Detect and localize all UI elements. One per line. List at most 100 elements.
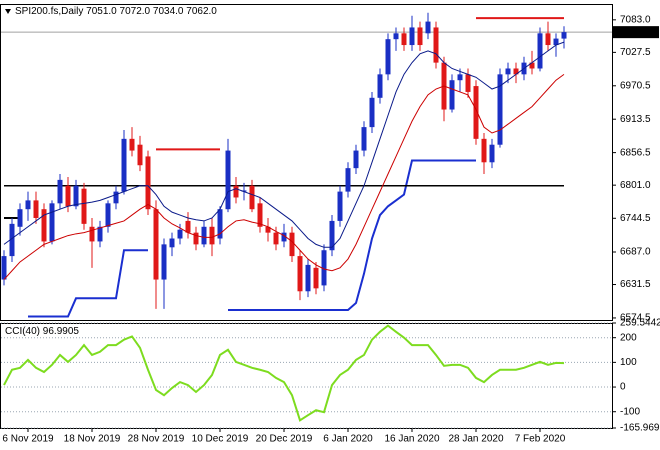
candle-body <box>497 74 503 145</box>
x-tick-label: 28 Jan 2020 <box>448 434 503 445</box>
candle-body <box>449 80 455 110</box>
y-tick-label: 6913.5 <box>620 114 651 125</box>
candle-body <box>89 226 95 242</box>
candle-body <box>345 168 351 192</box>
candle-body <box>329 220 335 251</box>
cci-name: CCI(40) <box>5 326 40 337</box>
y2-tick-label: 100 <box>620 357 637 368</box>
candle-body <box>505 68 511 75</box>
candle-body <box>257 203 263 227</box>
candle-body <box>25 200 31 210</box>
candle-body <box>121 138 127 192</box>
candle-body <box>377 74 383 98</box>
cci-value: 96.9905 <box>43 326 80 337</box>
candle-body <box>553 38 559 46</box>
candle-body <box>281 232 287 242</box>
x-tick-label: 10 Dec 2019 <box>192 434 249 445</box>
x-tick-label: 6 Nov 2019 <box>2 434 54 445</box>
candle-body <box>73 185 79 207</box>
candle-body <box>161 244 167 280</box>
candle-body <box>481 138 487 163</box>
x-tick-label: 20 Dec 2019 <box>256 434 313 445</box>
candle-body <box>265 226 271 233</box>
candle-body <box>369 97 375 128</box>
candle-body <box>513 68 519 75</box>
x-tick-label: 16 Jan 2020 <box>384 434 439 445</box>
candle-body <box>409 27 415 46</box>
price-marker-box <box>613 26 659 39</box>
price-marker-label: 7062.0 <box>620 27 651 38</box>
candle-body <box>417 27 423 46</box>
cci-line <box>3 324 565 422</box>
candle-body <box>561 32 567 39</box>
candle-body <box>1 256 7 280</box>
candle-body <box>353 150 359 169</box>
symbol-title: SPI200.fs,Daily <box>15 6 83 17</box>
cci-header: CCI(40) 96.9905 <box>5 326 79 337</box>
indicator-line <box>3 41 565 248</box>
candle-body <box>529 62 535 69</box>
y-tick-label: 6801.0 <box>620 180 651 191</box>
x-tick-label: 28 Nov 2019 <box>128 434 185 445</box>
candle-body <box>385 39 391 75</box>
candle-body <box>361 127 367 151</box>
candle-body <box>401 33 407 46</box>
candle-body <box>249 185 255 210</box>
cci-panel <box>0 323 613 429</box>
candle-body <box>297 256 303 292</box>
x-tick-label: 18 Nov 2019 <box>64 434 121 445</box>
candle-body <box>177 229 183 239</box>
candle-body <box>305 264 311 292</box>
candle-body <box>233 185 239 198</box>
candle-body <box>545 33 551 46</box>
candle-body <box>145 156 151 210</box>
candle-body <box>137 144 143 166</box>
candle-body <box>425 21 431 34</box>
candle-body <box>337 191 343 221</box>
candle-body <box>313 267 319 289</box>
y-tick-label: 6744.5 <box>620 213 651 224</box>
candle-body <box>113 191 119 204</box>
y-tick-label: 6631.5 <box>620 279 651 290</box>
candle-body <box>65 185 71 207</box>
candle-body <box>537 33 543 69</box>
candle-body <box>49 203 55 242</box>
candle-body <box>273 232 279 245</box>
candle-body <box>489 144 495 163</box>
candle-body <box>57 179 63 204</box>
y-tick-label: 6856.5 <box>620 147 651 158</box>
y2-tick-label: 0 <box>620 382 626 393</box>
candle-body <box>185 220 191 233</box>
ohlc-low: 7034.0 <box>153 6 184 17</box>
y2-tick-label: -165.969 <box>620 423 660 434</box>
menu-arrow <box>5 9 11 14</box>
y-tick-label: 6574.5 <box>620 313 651 324</box>
y-tick-label: 7027.5 <box>620 47 651 58</box>
candle-body <box>17 209 23 227</box>
candle-body <box>201 226 207 245</box>
candle-body <box>209 226 215 245</box>
candle-body <box>105 203 111 227</box>
indicator-line <box>28 159 476 318</box>
ohlc-close: 7062.0 <box>186 6 217 17</box>
candle-body <box>169 238 175 248</box>
ohlc-high: 7072.0 <box>120 6 151 17</box>
candle-body <box>241 190 247 192</box>
y2-tick-label: -100 <box>620 406 640 417</box>
candle-body <box>393 33 399 40</box>
x-tick-label: 6 Jan 2020 <box>323 434 373 445</box>
y-tick-label: 6687.0 <box>620 247 651 258</box>
candle-body <box>473 86 479 139</box>
y2-tick-label: 259.5442 <box>620 318 660 329</box>
candle-body <box>457 74 463 81</box>
y-tick-label: 6970.5 <box>620 80 651 91</box>
candle-body <box>153 209 159 280</box>
candle-body <box>33 200 39 218</box>
header: SPI200.fs,Daily 7051.0 7072.0 7034.0 706… <box>15 6 217 17</box>
main-panel <box>0 4 613 321</box>
candle-body <box>41 209 47 242</box>
ohlc-open: 7051.0 <box>86 6 117 17</box>
candle-body <box>289 232 295 257</box>
y2-tick-label: 200 <box>620 332 637 343</box>
